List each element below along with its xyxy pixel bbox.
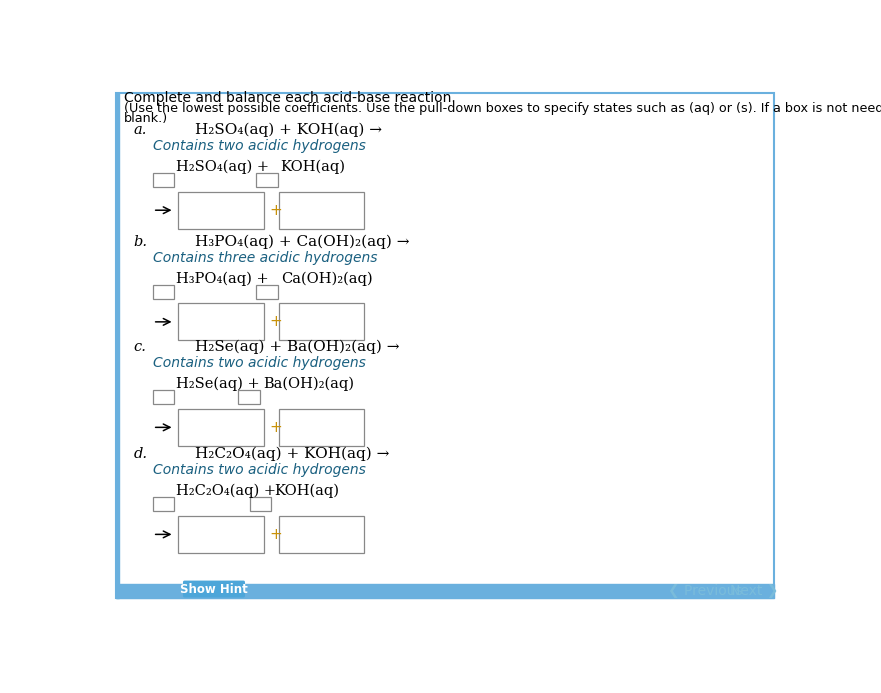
Text: Contains two acidic hydrogens: Contains two acidic hydrogens [152,356,366,370]
Bar [178,304,263,340]
Text: H₂SO₄(aq) + KOH(aq) →: H₂SO₄(aq) + KOH(aq) → [196,123,382,137]
Text: Complete and balance each acid-base reaction.: Complete and balance each acid-base reac… [124,91,455,105]
Text: KOH(aq): KOH(aq) [281,159,345,174]
Bar [279,409,365,446]
Bar [152,173,174,187]
Text: b.: b. [133,235,147,249]
Text: a.: a. [133,123,147,137]
Text: +: + [270,203,283,218]
Bar [238,390,260,404]
Text: d.: d. [133,447,147,462]
Text: Contains two acidic hydrogens: Contains two acidic hydrogens [152,464,366,477]
Bar [178,192,263,229]
Bar [116,584,774,597]
Bar [152,390,174,404]
Text: blank.): blank.) [124,112,168,125]
Text: Contains two acidic hydrogens: Contains two acidic hydrogens [152,139,366,153]
Bar [249,498,271,511]
Text: H₂Se(aq) +: H₂Se(aq) + [176,377,260,391]
Text: ❮ Previous: ❮ Previous [668,584,743,597]
Text: KOH(aq): KOH(aq) [274,484,339,498]
Text: Ba(OH)₂(aq): Ba(OH)₂(aq) [263,377,354,391]
Bar [178,409,263,446]
Text: H₂C₂O₄(aq) + KOH(aq) →: H₂C₂O₄(aq) + KOH(aq) → [196,447,389,462]
Text: Next ❯: Next ❯ [730,584,779,597]
Text: H₂SO₄(aq) +: H₂SO₄(aq) + [176,159,269,174]
Bar [116,93,120,597]
Bar [255,173,278,187]
Bar [279,516,365,553]
Text: Show Hint: Show Hint [180,583,248,595]
Text: H₃PO₄(aq) + Ca(OH)₂(aq) →: H₃PO₄(aq) + Ca(OH)₂(aq) → [196,234,410,249]
Text: Ca(OH)₂(aq): Ca(OH)₂(aq) [281,271,373,286]
Text: +: + [270,315,283,329]
Text: +: + [270,527,283,542]
Text: Contains three acidic hydrogens: Contains three acidic hydrogens [152,251,377,265]
Bar [178,516,263,553]
Bar [152,285,174,299]
Bar [152,498,174,511]
Text: H₂C₂O₄(aq) +: H₂C₂O₄(aq) + [176,484,276,498]
FancyBboxPatch shape [183,581,245,597]
Bar [255,285,278,299]
Bar [279,192,365,229]
Text: +: + [270,420,283,435]
Text: H₂Se(aq) + Ba(OH)₂(aq) →: H₂Se(aq) + Ba(OH)₂(aq) → [196,340,400,354]
Text: c.: c. [133,340,146,354]
Text: H₃PO₄(aq) +: H₃PO₄(aq) + [176,271,269,286]
Text: (Use the lowest possible coefficients. Use the pull-down boxes to specify states: (Use the lowest possible coefficients. U… [124,103,881,116]
Bar [279,304,365,340]
